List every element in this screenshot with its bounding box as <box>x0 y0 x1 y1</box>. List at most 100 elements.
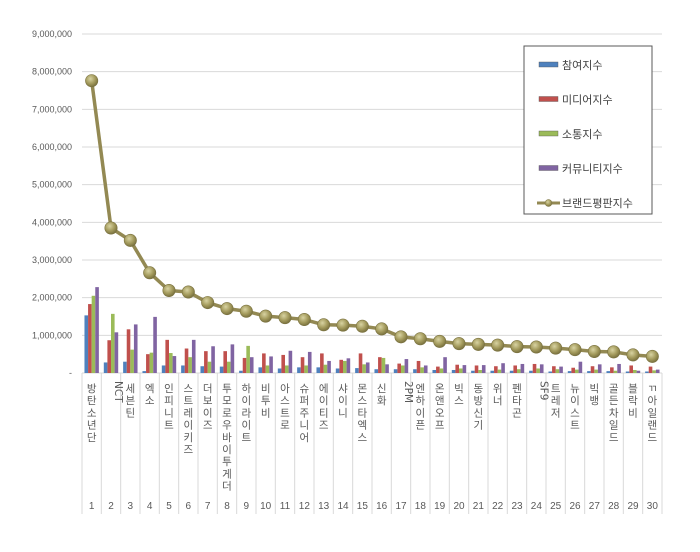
bar <box>207 361 212 373</box>
x-category-label-char: 니 <box>299 420 309 432</box>
x-rank-number: 7 <box>205 501 211 512</box>
x-category-label: SF9 <box>537 381 549 400</box>
bar <box>91 295 96 373</box>
bar <box>239 370 243 373</box>
y-tick-label: 5,000,000 <box>32 180 72 190</box>
bar <box>355 368 359 373</box>
x-category-label-char: 락 <box>628 395 638 407</box>
x-category-label-char: 이 <box>338 395 348 407</box>
x-rank-number: 20 <box>453 501 465 512</box>
bar <box>462 365 467 373</box>
line-marker <box>297 313 311 327</box>
line-marker <box>529 340 543 354</box>
x-category: 펜타곤 23 <box>511 383 523 512</box>
x-rank-number: 14 <box>337 501 349 512</box>
x-category-label-char: 이 <box>183 420 193 432</box>
x-category-label-char: 라 <box>241 407 251 419</box>
x-category-label-char: 차 <box>609 407 619 419</box>
x-category-label-char: 방 <box>87 383 97 395</box>
bar <box>146 354 150 373</box>
bar <box>594 369 598 373</box>
bar <box>204 351 208 373</box>
x-rank-number: 19 <box>434 501 446 512</box>
bar <box>432 369 437 373</box>
x-category-label-char: 슈 <box>299 383 309 395</box>
bar <box>397 363 401 373</box>
y-tick-label: 4,000,000 <box>32 217 72 227</box>
x-category-label-char: 인 <box>164 383 174 395</box>
x-category-label-char: 모 <box>222 395 232 407</box>
x-category-label-char: 투 <box>261 395 271 407</box>
x-category-label-char: 신 <box>473 407 483 419</box>
legend-item: 커뮤니티지수 <box>538 163 623 176</box>
bar <box>84 315 89 373</box>
x-rank-number: 2 <box>108 501 114 512</box>
x-category-label-char: 오 <box>435 407 445 419</box>
y-tick-label: 2,000,000 <box>32 293 72 303</box>
x-category: NCT 2 <box>108 381 124 512</box>
bar <box>478 369 482 373</box>
bar <box>219 366 224 373</box>
line-marker <box>104 221 118 235</box>
bar <box>142 371 147 373</box>
x-rank-number: 16 <box>376 501 388 512</box>
x-category-label-char: 하 <box>415 394 425 407</box>
bar <box>223 351 227 373</box>
x-category-label-char: 앤 <box>435 395 445 407</box>
bar <box>95 287 99 373</box>
x-category-label-char: ㄲ <box>647 383 657 395</box>
bar <box>652 370 656 373</box>
bar <box>130 349 134 373</box>
bar-series <box>84 287 660 373</box>
line-marker <box>452 337 466 351</box>
bar <box>88 304 92 373</box>
x-category-label-char: 에 <box>319 383 329 395</box>
bar <box>269 356 273 373</box>
x-category-label-char: 든 <box>609 395 619 407</box>
x-category-label-char: 이 <box>319 395 329 407</box>
x-category-label-char: 어 <box>299 432 309 444</box>
bar <box>362 364 366 373</box>
bar <box>404 359 409 373</box>
x-category-label-char: 더 <box>203 383 213 395</box>
bar <box>567 371 572 373</box>
x-category-label-char: 스 <box>280 395 290 407</box>
legend-label: 커뮤니티지수 <box>562 163 623 176</box>
bar <box>172 356 177 373</box>
bar <box>265 365 270 373</box>
x-category-label-char: 화 <box>377 395 387 407</box>
x-category-label-char: 레 <box>551 395 561 407</box>
line-marker <box>491 338 505 352</box>
x-category-label-char: 타 <box>512 395 522 407</box>
x-category-label-char: 드 <box>609 432 619 444</box>
x-category-label-char: 펜 <box>512 383 522 395</box>
x-category-label-char: 아 <box>647 395 657 407</box>
x-category-label-char: 비 <box>261 383 271 395</box>
x-category: 빅스 20 <box>453 383 465 512</box>
bar <box>262 353 266 373</box>
x-category-label-char: 트 <box>551 383 561 395</box>
y-tick-label: 7,000,000 <box>32 104 72 114</box>
x-category-label-char: 비 <box>628 407 638 419</box>
line-marker <box>607 345 621 359</box>
bar <box>103 362 108 373</box>
x-category-label-char: 바 <box>222 432 232 444</box>
x-category-label-char: 티 <box>319 407 329 419</box>
bar <box>181 365 185 373</box>
x-category-label-char: 엑 <box>357 420 367 432</box>
x-rank-number: 26 <box>569 501 581 512</box>
x-rank-number: 15 <box>357 501 369 512</box>
legend-swatch <box>538 61 559 68</box>
bar <box>165 339 169 373</box>
bar <box>559 366 563 373</box>
line-marker <box>220 302 234 316</box>
x-category-label-char: 니 <box>338 407 348 419</box>
